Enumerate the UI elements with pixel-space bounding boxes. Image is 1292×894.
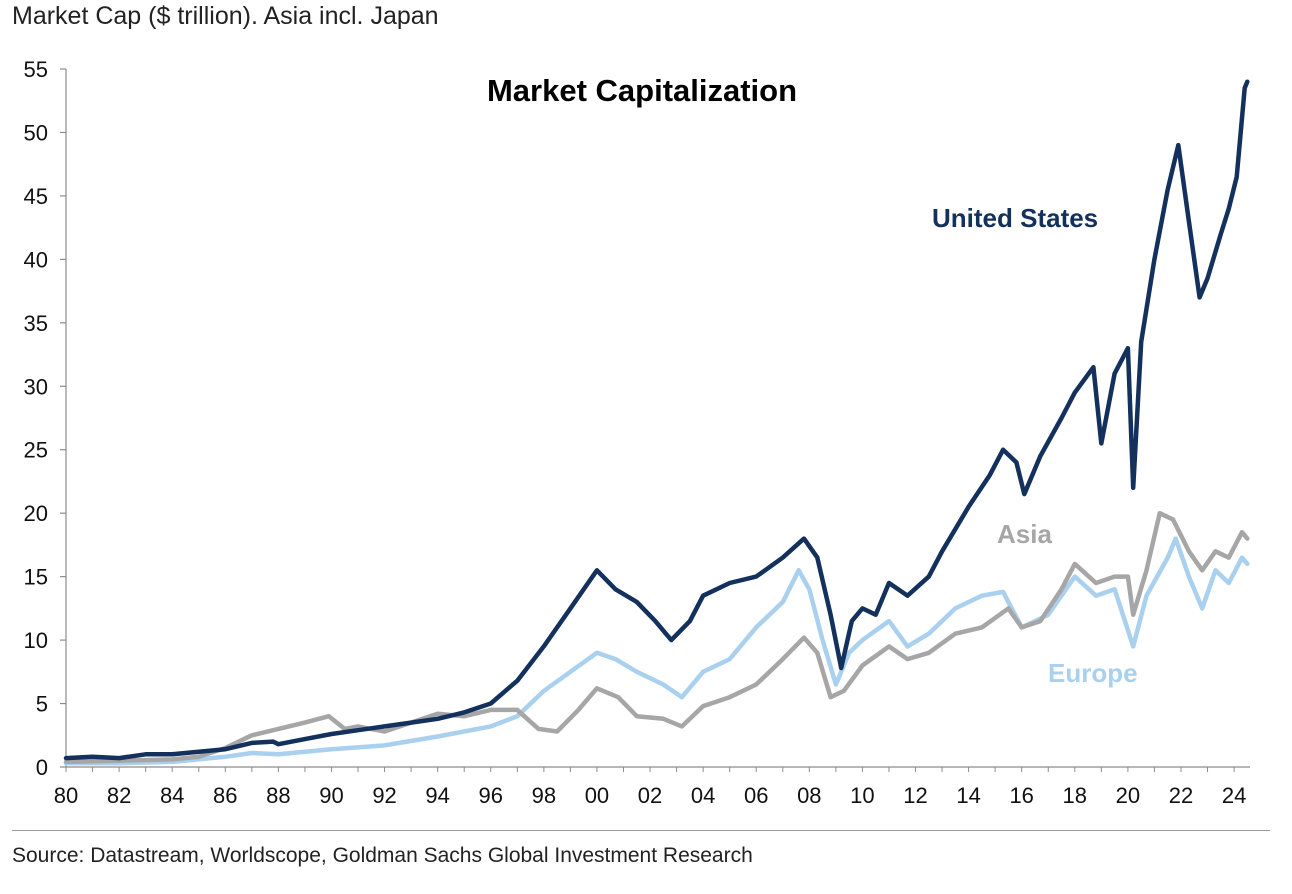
chart-title: Market Capitalization — [487, 73, 797, 108]
chart-subtitle: Market Cap ($ trillion). Asia incl. Japa… — [12, 2, 439, 30]
series-lines — [63, 79, 1250, 766]
x-tick-label: 06 — [744, 783, 768, 808]
x-tick-label: 20 — [1116, 783, 1140, 808]
x-tick-label: 14 — [956, 783, 980, 808]
market-cap-chart: 0 5 10 15 20 25 30 35 40 45 50 55 80 82 84 86 88 90 92 94 96… — [24, 57, 1250, 808]
y-tick-label: 45 — [24, 184, 48, 209]
y-tick-label: 55 — [24, 57, 48, 82]
y-tick-label: 30 — [24, 374, 48, 399]
x-tick-label: 98 — [532, 783, 556, 808]
x-tick-label: 88 — [266, 783, 290, 808]
x-tick-label: 86 — [213, 783, 237, 808]
series-line-united-states — [63, 79, 1250, 761]
x-tick-label: 96 — [479, 783, 503, 808]
y-tick-label: 0 — [36, 755, 48, 780]
series-line-asia — [63, 510, 1250, 765]
x-tick-label: 92 — [372, 783, 396, 808]
x-tick-label: 16 — [1009, 783, 1033, 808]
y-tick-label: 50 — [24, 120, 48, 145]
chart-axes: 0 5 10 15 20 25 30 35 40 45 50 55 80 82 84 86 88 90 92 94 96… — [24, 57, 1250, 808]
y-tick-label: 15 — [24, 565, 48, 590]
x-tick-label: 10 — [850, 783, 874, 808]
y-tick-label: 25 — [24, 438, 48, 463]
y-tick-label: 5 — [36, 692, 48, 717]
x-tick-label: 94 — [425, 783, 449, 808]
series-label-europe: Europe — [1048, 658, 1138, 688]
x-tick-label: 90 — [319, 783, 343, 808]
y-tick-label: 40 — [24, 247, 48, 272]
x-tick-label: 08 — [797, 783, 821, 808]
x-tick-label: 12 — [903, 783, 927, 808]
x-tick-label: 00 — [585, 783, 609, 808]
x-tick-label: 02 — [638, 783, 662, 808]
y-tick-label: 20 — [24, 501, 48, 526]
y-tick-label: 10 — [24, 628, 48, 653]
series-label-asia: Asia — [997, 519, 1052, 549]
footer-divider — [12, 830, 1270, 831]
source-note: Source: Datastream, Worldscope, Goldman … — [12, 844, 753, 867]
x-tick-label: 82 — [107, 783, 131, 808]
x-tick-label: 22 — [1169, 783, 1193, 808]
x-tick-label: 04 — [691, 783, 715, 808]
x-tick-label: 24 — [1222, 783, 1246, 808]
x-tick-label: 84 — [160, 783, 184, 808]
series-label-united-states: United States — [932, 203, 1098, 233]
y-tick-label: 35 — [24, 311, 48, 336]
series-line-europe — [63, 536, 1250, 766]
x-tick-label: 80 — [54, 783, 78, 808]
x-tick-label: 18 — [1063, 783, 1087, 808]
